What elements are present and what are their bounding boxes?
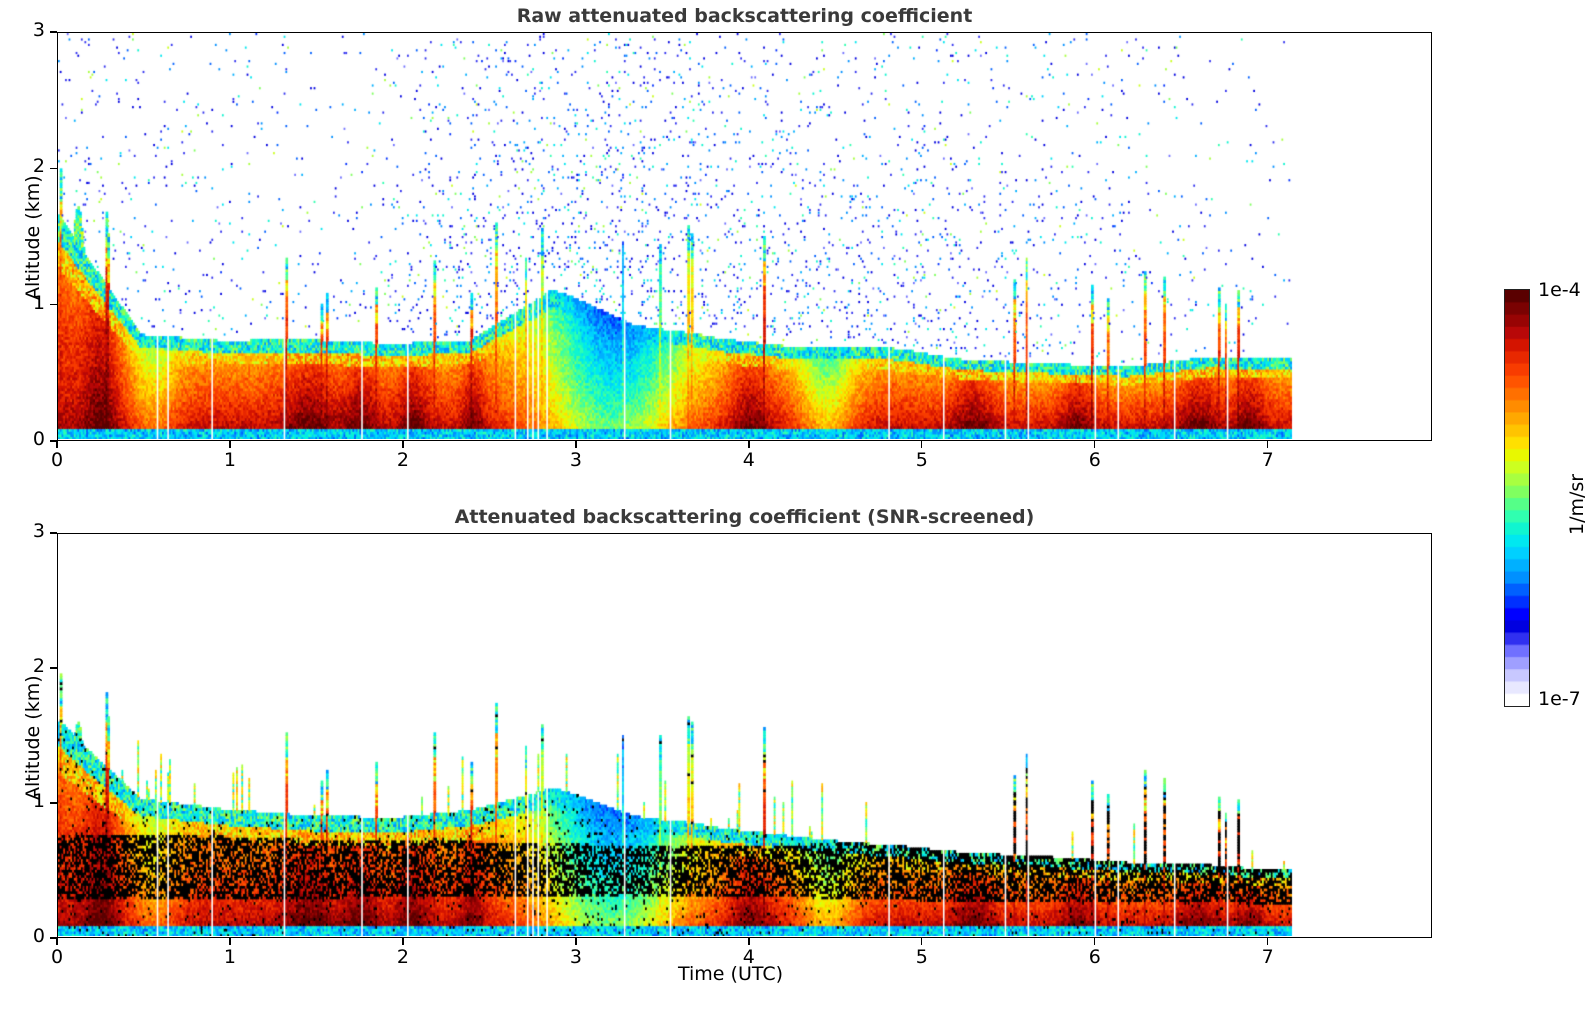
xtick-mark — [748, 441, 750, 448]
xtick-mark — [1266, 938, 1269, 945]
xtick-label: 3 — [569, 449, 582, 471]
xtick-label: 4 — [742, 449, 755, 471]
ytick-label: 1 — [32, 790, 45, 812]
xaxis-label-time: Time (UTC) — [678, 963, 784, 985]
ytick-mark — [50, 532, 57, 534]
xtick-label: 6 — [1088, 946, 1101, 968]
xtick-label: 1 — [223, 946, 236, 968]
colorbar-unit-label: 1/m/sr — [1566, 473, 1588, 535]
plot-area-screened — [57, 533, 1432, 938]
ytick-label: 1 — [32, 291, 45, 314]
xtick-mark — [229, 441, 231, 448]
xtick-mark — [1094, 441, 1096, 448]
xtick-mark — [402, 938, 404, 945]
ytick-label: 0 — [32, 428, 45, 450]
xtick-mark — [56, 441, 58, 448]
xtick-label: 0 — [50, 946, 64, 968]
colorbar-min-label: 1e-7 — [1538, 688, 1581, 710]
xtick-label: 7 — [1261, 946, 1274, 968]
xtick-label: 4 — [742, 946, 755, 968]
xtick-label: 6 — [1088, 449, 1101, 471]
xtick-mark — [402, 441, 404, 448]
xtick-label: 3 — [569, 946, 582, 968]
colorbar-max-label: 1e-4 — [1538, 279, 1581, 301]
xtick-mark — [748, 938, 750, 945]
ytick-mark — [50, 303, 57, 306]
yaxis-label-raw: Altitude (km) — [22, 175, 44, 300]
colorbar-gradient — [1504, 289, 1530, 707]
ytick-mark — [50, 667, 57, 669]
panel-title-screened: Attenuated backscattering coefficient (S… — [454, 506, 1035, 528]
xtick-mark — [229, 938, 231, 945]
xtick-label: 2 — [396, 946, 409, 968]
xtick-mark — [921, 441, 923, 448]
yaxis-label-screened: Altitude (km) — [22, 675, 44, 800]
ytick-mark — [50, 31, 57, 33]
xtick-mark — [921, 938, 923, 945]
ytick-mark — [50, 937, 57, 939]
ytick-label: 2 — [32, 155, 45, 178]
xtick-label: 5 — [915, 946, 928, 968]
xtick-mark — [1094, 938, 1096, 945]
xtick-label: 0 — [50, 449, 64, 471]
xtick-label: 2 — [396, 449, 409, 471]
ytick-label: 3 — [32, 520, 45, 542]
xtick-label: 7 — [1261, 449, 1274, 471]
plot-area-raw — [57, 32, 1432, 441]
xtick-label: 5 — [915, 449, 928, 471]
xtick-mark — [1266, 441, 1269, 448]
ytick-label: 3 — [32, 19, 45, 41]
colorbar — [1504, 289, 1530, 707]
panel-title-raw: Raw attenuated backscattering coefficien… — [516, 5, 973, 27]
ytick-mark — [50, 802, 57, 804]
ytick-label: 2 — [32, 655, 45, 677]
xtick-label: 1 — [223, 449, 236, 471]
heatmap-raw — [58, 33, 1430, 439]
xtick-mark — [575, 938, 577, 945]
ytick-label: 0 — [32, 925, 45, 947]
ytick-mark — [50, 440, 57, 442]
heatmap-screened — [58, 534, 1430, 936]
ytick-mark — [50, 167, 57, 170]
xtick-mark — [575, 441, 577, 448]
xtick-mark — [56, 938, 58, 945]
